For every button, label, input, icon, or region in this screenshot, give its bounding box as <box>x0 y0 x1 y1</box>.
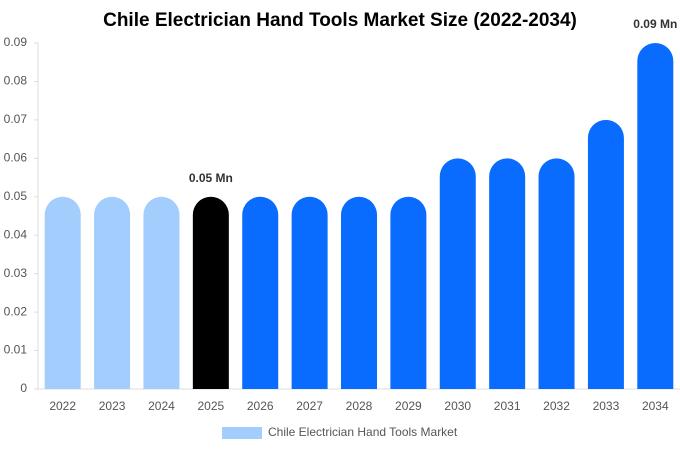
bar <box>44 196 81 389</box>
bar <box>341 196 377 389</box>
value-label: 0.05 Mn <box>189 171 233 185</box>
y-tick-label: 0.03 <box>4 266 28 280</box>
bar <box>242 196 279 389</box>
x-tick-label: 2027 <box>296 399 323 413</box>
x-tick-label: 2032 <box>543 399 570 413</box>
legend-label: Chile Electrician Hand Tools Market <box>268 425 458 439</box>
bar <box>192 196 229 389</box>
x-tick-label: 2022 <box>49 399 76 413</box>
bar <box>538 158 575 389</box>
x-tick-label: 2029 <box>395 399 422 413</box>
y-tick-label: 0.09 <box>4 35 28 49</box>
bar <box>390 196 427 389</box>
x-tick-label: 2034 <box>642 399 669 413</box>
bar <box>489 158 526 389</box>
legend-swatch <box>222 427 262 439</box>
x-tick-label: 2030 <box>444 399 471 413</box>
y-tick-label: 0.07 <box>4 112 28 126</box>
bar <box>439 158 476 389</box>
bar <box>587 119 624 389</box>
y-tick-label: 0 <box>20 381 27 395</box>
y-tick-label: 0.01 <box>4 343 28 357</box>
y-tick-label: 0.08 <box>4 74 28 88</box>
y-tick-label: 0.05 <box>4 189 28 203</box>
bar <box>94 196 131 389</box>
x-tick-label: 2024 <box>148 399 175 413</box>
x-tick-label: 2031 <box>494 399 521 413</box>
y-tick-label: 0.02 <box>4 304 28 318</box>
x-tick-label: 2026 <box>247 399 274 413</box>
x-tick-label: 2023 <box>99 399 126 413</box>
x-tick-label: 2025 <box>197 399 224 413</box>
bar <box>143 196 180 389</box>
x-tick-label: 2028 <box>346 399 373 413</box>
y-tick-label: 0.04 <box>4 227 28 241</box>
x-tick-label: 2033 <box>593 399 620 413</box>
value-label: 0.09 Mn <box>633 17 677 31</box>
y-tick-label: 0.06 <box>4 151 28 165</box>
bar <box>637 43 674 389</box>
chart-title: Chile Electrician Hand Tools Market Size… <box>103 10 577 31</box>
bar <box>291 196 328 389</box>
